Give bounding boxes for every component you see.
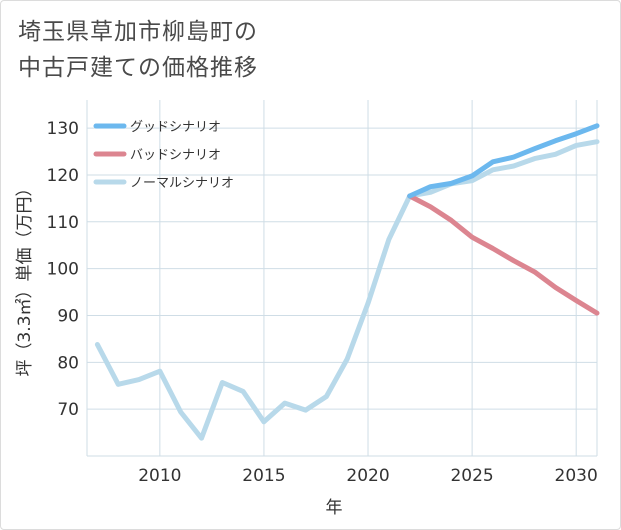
series-line-normal (94, 139, 600, 441)
y-tick-label: 130 (47, 119, 79, 139)
x-axis-label: 年 (326, 498, 343, 518)
x-axis-ticks: 2010 2015 2020 2025 2030 (138, 466, 598, 486)
legend-label: グッドシナリオ (130, 120, 221, 135)
x-tick-label: 2010 (138, 466, 181, 486)
y-tick-label: 110 (47, 213, 79, 233)
series-line-good (407, 123, 600, 199)
x-tick-label: 2030 (555, 466, 598, 486)
y-axis-ticks: 70 80 90 100 110 120 130 (47, 119, 79, 420)
legend-label: バッドシナリオ (130, 148, 221, 163)
x-tick-label: 2025 (450, 466, 493, 486)
y-tick-label: 90 (57, 306, 79, 326)
y-axis-label: 坪（3.3㎡）単価（万円） (15, 179, 35, 376)
x-tick-label: 2020 (346, 466, 389, 486)
y-tick-label: 100 (47, 260, 79, 280)
legend-label: ノーマルシナリオ (130, 176, 234, 191)
chart-title: 埼玉県草加市柳島町の 中古戸建ての価格推移 (18, 14, 578, 86)
y-tick-label: 80 (57, 353, 79, 373)
chart-title-line1: 埼玉県草加市柳島町の (18, 19, 258, 45)
chart-title-line2: 中古戸建ての価格推移 (18, 55, 258, 81)
grid-lines (86, 100, 598, 457)
series-lines (94, 123, 600, 441)
series-line-bad (407, 193, 600, 316)
x-tick-label: 2015 (242, 466, 285, 486)
y-tick-label: 120 (47, 166, 79, 186)
y-tick-label: 70 (57, 400, 79, 420)
